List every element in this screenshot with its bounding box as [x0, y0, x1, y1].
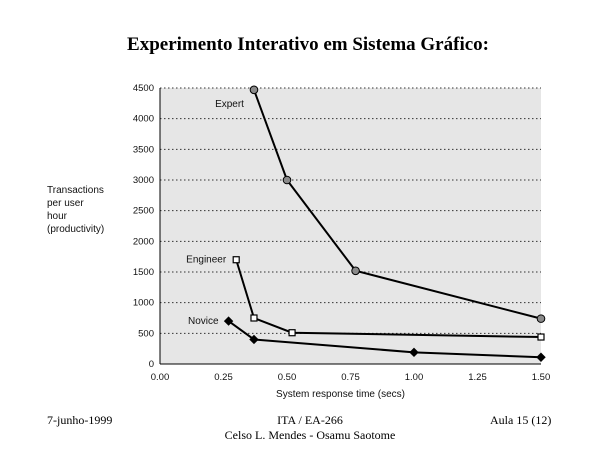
- data-point: [282, 175, 292, 185]
- y-tick-label: 4500: [133, 83, 154, 94]
- y-tick-label: 3000: [133, 175, 154, 186]
- footer-lecture: Aula 15 (12): [490, 413, 552, 427]
- plot-area: [160, 88, 541, 364]
- x-tick-label: 1.25: [468, 372, 487, 383]
- x-tick-label: 0.50: [278, 372, 297, 383]
- y-axis-label: Transactions per user hour (productivity…: [47, 184, 127, 236]
- series-label-novice: Novice: [188, 316, 219, 327]
- series-line-novice: [227, 320, 542, 359]
- data-point: [232, 256, 240, 264]
- series-line-engineer: [235, 259, 542, 339]
- y-tick-label: 1000: [133, 298, 154, 309]
- y-axis-label-line: Transactions: [47, 185, 104, 196]
- y-axis-label-line: per user: [47, 198, 84, 209]
- data-point: [351, 266, 360, 276]
- footer-center: ITA / EA-266 Celso L. Mendes - Osamu Sao…: [160, 413, 460, 443]
- data-point: [288, 329, 296, 337]
- page-title: Experimento Interativo em Sistema Gráfic…: [127, 34, 489, 55]
- data-point: [409, 347, 419, 358]
- x-tick-label: 0.25: [214, 372, 233, 383]
- y-tick-label: 3500: [133, 144, 154, 155]
- y-tick-label: 2500: [133, 206, 154, 217]
- x-axis-label: System response time (secs): [276, 389, 405, 400]
- footer-authors: Celso L. Mendes - Osamu Saotome: [224, 428, 396, 442]
- y-axis-label-line: (productivity): [47, 224, 105, 235]
- y-tick-label: 500: [138, 328, 154, 339]
- series-line-expert: [253, 89, 542, 320]
- footer-course: ITA / EA-266: [277, 413, 343, 427]
- data-point: [537, 333, 545, 341]
- y-axis-label-line: hour: [47, 211, 68, 222]
- data-point: [249, 334, 259, 345]
- y-tick-label: 4000: [133, 114, 154, 125]
- data-point: [536, 352, 546, 362]
- data-point: [249, 85, 259, 95]
- y-tick-label: 0: [149, 359, 154, 370]
- x-tick-label: 0.00: [151, 372, 170, 383]
- footer-date: 7-junho-1999: [47, 413, 113, 427]
- x-tick-label: 0.75: [341, 372, 360, 383]
- data-point: [536, 314, 546, 323]
- x-tick-label: 1.00: [405, 372, 424, 383]
- series-label-expert: Expert: [215, 99, 244, 110]
- data-point: [250, 314, 258, 322]
- y-tick-label: 2000: [133, 236, 154, 247]
- x-tick-label: 1.50: [532, 372, 551, 383]
- series-label-engineer: Engineer: [186, 255, 227, 266]
- data-point: [223, 316, 234, 326]
- y-tick-label: 1500: [133, 267, 154, 278]
